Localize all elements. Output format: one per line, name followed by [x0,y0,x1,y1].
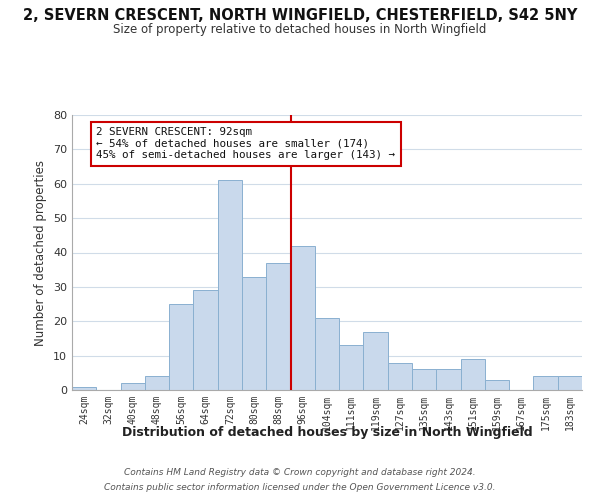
Text: 2 SEVERN CRESCENT: 92sqm
← 54% of detached houses are smaller (174)
45% of semi-: 2 SEVERN CRESCENT: 92sqm ← 54% of detach… [96,127,395,160]
Bar [266,263,290,390]
Y-axis label: Number of detached properties: Number of detached properties [34,160,47,346]
Bar [364,332,388,390]
Bar [72,386,96,390]
Bar [145,376,169,390]
Bar [412,370,436,390]
Bar [388,362,412,390]
Bar [533,376,558,390]
Text: Contains public sector information licensed under the Open Government Licence v3: Contains public sector information licen… [104,483,496,492]
Bar [193,290,218,390]
Bar [315,318,339,390]
Bar [461,359,485,390]
Bar [169,304,193,390]
Text: 2, SEVERN CRESCENT, NORTH WINGFIELD, CHESTERFIELD, S42 5NY: 2, SEVERN CRESCENT, NORTH WINGFIELD, CHE… [23,8,577,22]
Bar [436,370,461,390]
Text: Contains HM Land Registry data © Crown copyright and database right 2024.: Contains HM Land Registry data © Crown c… [124,468,476,477]
Bar [121,383,145,390]
Bar [290,246,315,390]
Bar [558,376,582,390]
Text: Size of property relative to detached houses in North Wingfield: Size of property relative to detached ho… [113,22,487,36]
Bar [242,276,266,390]
Text: Distribution of detached houses by size in North Wingfield: Distribution of detached houses by size … [122,426,532,439]
Bar [339,346,364,390]
Bar [218,180,242,390]
Bar [485,380,509,390]
